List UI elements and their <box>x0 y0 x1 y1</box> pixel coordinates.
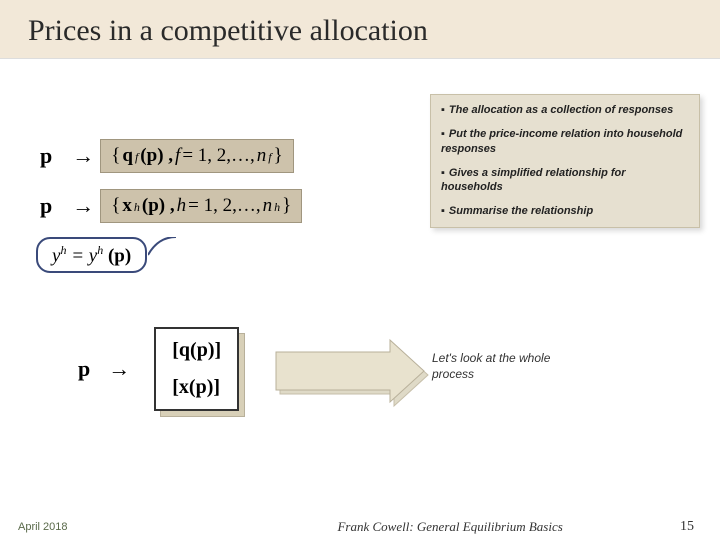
p-symbol: p <box>40 193 52 219</box>
arrow-caption: Let's look at the whole process <box>432 351 562 382</box>
title-bar: Prices in a competitive allocation <box>0 0 720 59</box>
arrow-icon: → <box>72 143 94 169</box>
bullet-3: ▪Gives a simplified relationship for hou… <box>441 166 689 195</box>
equation-row-1: p → { qf (p) , f = 1, 2,…, nf } <box>40 139 294 173</box>
content-area: p → { qf (p) , f = 1, 2,…, nf } p → { xh… <box>0 59 720 544</box>
page-number: 15 <box>680 519 694 535</box>
bullet-2: ▪Put the price-income relation into hous… <box>441 127 689 156</box>
arrow-icon: → <box>72 193 94 219</box>
callout-box: yh = yh (p) <box>36 237 147 273</box>
lower-group: p → [q(p)] [x(p)] <box>78 327 239 411</box>
arrow-icon: → <box>108 356 130 382</box>
footer-date: April 2018 <box>18 521 68 533</box>
stack-box: [q(p)] [x(p)] <box>154 327 239 411</box>
stack-row-2: [x(p)] <box>172 376 221 399</box>
p-symbol: p <box>78 356 90 382</box>
equation-box-2: { xh (p) , h = 1, 2,…, nh } <box>100 189 302 223</box>
bullet-4: ▪Summarise the relationship <box>441 204 689 218</box>
block-arrow-icon <box>270 334 430 409</box>
page-title: Prices in a competitive allocation <box>28 14 692 48</box>
footer-attribution: Frank Cowell: General Equilibrium Basics <box>337 519 562 535</box>
footer: April 2018 Frank Cowell: General Equilib… <box>0 514 720 540</box>
bullet-1: ▪The allocation as a collection of respo… <box>441 103 689 117</box>
p-symbol: p <box>40 143 52 169</box>
stack-row-1: [q(p)] <box>172 339 221 362</box>
callout-tail-icon <box>148 237 188 257</box>
equation-box-1: { qf (p) , f = 1, 2,…, nf } <box>100 139 294 173</box>
equation-row-2: p → { xh (p) , h = 1, 2,…, nh } <box>40 189 302 223</box>
bullet-panel: ▪The allocation as a collection of respo… <box>430 94 700 228</box>
